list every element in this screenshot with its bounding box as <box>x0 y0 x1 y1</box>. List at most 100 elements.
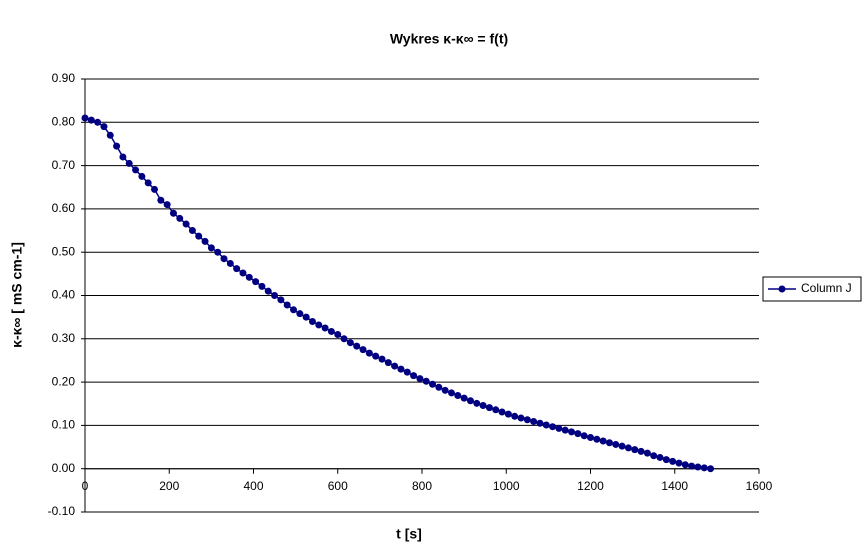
x-tick-label: 600 <box>328 479 348 493</box>
data-point <box>308 317 316 325</box>
data-point <box>410 372 418 380</box>
data-point <box>650 452 658 460</box>
x-tick-label: 0 <box>82 479 89 493</box>
y-tick-label: 0.30 <box>52 331 76 345</box>
data-point <box>378 355 386 363</box>
data-point <box>612 440 620 448</box>
data-point <box>277 296 285 304</box>
data-point <box>125 159 133 167</box>
data-point <box>587 434 594 442</box>
data-point <box>523 416 531 424</box>
data-point <box>447 389 455 397</box>
data-point <box>372 352 380 360</box>
data-point <box>384 359 392 367</box>
x-tick-label: 1000 <box>493 479 520 493</box>
x-axis-label: t [s] <box>396 526 422 542</box>
series-line <box>84 117 711 470</box>
data-point <box>151 185 159 193</box>
data-point <box>391 362 399 370</box>
data-point <box>416 375 424 383</box>
data-point <box>403 368 411 376</box>
data-point <box>340 335 348 343</box>
y-tick-label: 0.10 <box>52 418 76 432</box>
data-point <box>81 114 89 122</box>
data-point <box>334 330 342 338</box>
data-point <box>315 321 323 329</box>
data-point <box>359 346 367 354</box>
data-point <box>580 432 588 440</box>
data-point <box>327 327 335 335</box>
data-point <box>618 442 626 450</box>
data-point <box>226 259 234 267</box>
data-point <box>214 248 222 256</box>
y-tick-label: 0.20 <box>52 374 76 388</box>
data-point <box>87 116 95 124</box>
data-point <box>144 179 152 187</box>
data-point <box>669 457 677 465</box>
data-point <box>188 227 196 235</box>
y-tick-label: 0.50 <box>52 244 76 258</box>
chart-title: Wykres κ-κ∞ = f(t) <box>390 31 508 47</box>
data-point <box>138 172 146 180</box>
data-point <box>631 446 639 454</box>
data-point <box>498 408 506 416</box>
x-tick-label: 200 <box>159 479 179 493</box>
data-point <box>504 410 512 418</box>
data-point <box>624 444 632 452</box>
data-point <box>435 383 443 391</box>
data-point <box>675 459 683 467</box>
data-point <box>296 310 304 318</box>
data-point <box>258 282 266 290</box>
data-point <box>637 447 645 455</box>
data-point <box>561 426 569 434</box>
y-tick-label: 0.00 <box>52 461 76 475</box>
y-tick-label: 0.80 <box>52 114 76 128</box>
data-point <box>302 313 310 321</box>
data-point <box>466 397 474 405</box>
data-point <box>700 464 708 472</box>
data-point <box>94 118 102 126</box>
data-point <box>549 423 557 431</box>
legend-label: Column J <box>801 281 852 295</box>
data-point <box>290 306 298 314</box>
data-point <box>479 401 487 409</box>
y-tick-label: -0.10 <box>48 504 76 518</box>
y-tick-label: 0.90 <box>52 71 76 85</box>
data-point <box>321 324 329 332</box>
data-point <box>176 214 184 222</box>
data-point <box>599 437 607 445</box>
data-point <box>707 465 715 473</box>
data-point <box>662 456 670 464</box>
x-tick-label: 400 <box>243 479 263 493</box>
data-point <box>119 153 127 161</box>
data-point <box>460 394 468 402</box>
data-point <box>688 462 696 470</box>
data-point <box>201 237 209 245</box>
data-point <box>568 428 576 436</box>
data-point <box>429 380 437 388</box>
data-point <box>643 449 651 457</box>
data-point <box>271 292 279 299</box>
data-point <box>132 166 140 174</box>
data-point <box>195 232 203 240</box>
data-point <box>245 273 253 281</box>
data-point <box>182 220 190 228</box>
y-tick-label: 0.40 <box>52 288 76 302</box>
data-point <box>454 392 462 400</box>
data-point <box>353 342 361 350</box>
data-point <box>593 435 601 443</box>
data-point <box>517 414 525 422</box>
data-point <box>473 399 481 407</box>
data-point <box>283 301 291 309</box>
data-point <box>239 269 247 277</box>
data-point <box>113 142 121 150</box>
data-point <box>100 123 108 131</box>
data-point <box>492 406 500 414</box>
data-point <box>397 365 405 373</box>
x-tick-label: 1400 <box>661 479 688 493</box>
data-point <box>656 453 664 461</box>
data-point <box>252 278 260 286</box>
data-point <box>555 424 563 432</box>
data-point <box>157 196 165 204</box>
